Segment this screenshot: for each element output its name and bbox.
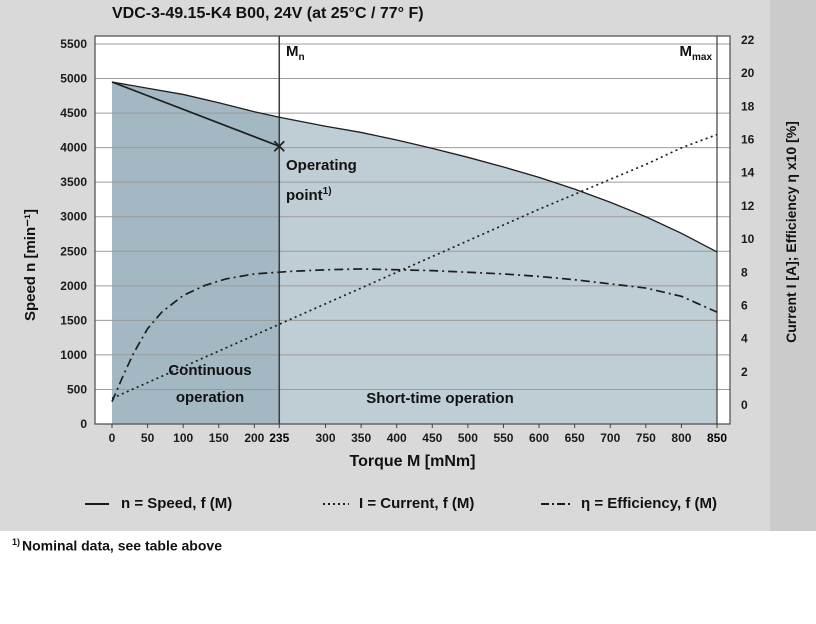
x-tick-label: 400: [387, 431, 407, 445]
x-tick-label: 650: [565, 431, 585, 445]
region-continuous-operation: [112, 82, 280, 424]
solid-line-icon: [85, 502, 109, 505]
operating-point-line2: point1): [286, 179, 357, 209]
operating-point-line1: Operating: [286, 157, 357, 174]
y-left-tick-label: 2500: [60, 244, 87, 258]
y-left-tick-label: 4500: [60, 106, 87, 120]
y-left-tick-label: 3000: [60, 210, 87, 224]
y-right-tick-label: 6: [741, 298, 748, 312]
x-tick-label: 300: [316, 431, 336, 445]
mn-marker-label: Mn: [286, 43, 305, 63]
x-tick-label: 0: [109, 431, 116, 445]
legend-item-current: I = Current, f (M): [322, 495, 474, 512]
x-tick-label: 750: [636, 431, 656, 445]
speed-envelope: [111, 81, 718, 253]
y-right-tick-label: 4: [741, 332, 748, 346]
x-tick-label: 235: [269, 431, 289, 445]
y-right-tick-label: 16: [741, 133, 755, 147]
right-axis-band: [770, 0, 816, 531]
operating-point-label: Operating point1): [286, 153, 357, 209]
y-right-tick-label: 22: [741, 33, 755, 47]
y-right-tick-label: 18: [741, 99, 755, 113]
x-tick-label: 550: [493, 431, 513, 445]
legend-item-efficiency: η = Efficiency, f (M): [540, 495, 717, 512]
x-tick-label: 200: [244, 431, 264, 445]
dashdot-line-icon: [541, 502, 571, 505]
y-axis-right-label: Current I [A]; Efficiency η x10 [%]: [783, 121, 799, 343]
y-right-tick-label: 20: [741, 66, 755, 80]
y-left-tick-label: 5000: [60, 72, 87, 86]
mmax-main: M: [679, 43, 692, 60]
mmax-marker-label: Mmax: [679, 43, 712, 63]
x-tick-label: 50: [141, 431, 155, 445]
y-left-tick-label: 0: [80, 417, 87, 431]
y-axis-left-label: Speed n [min⁻¹]: [22, 208, 39, 322]
y-left-tick-label: 1000: [60, 348, 87, 362]
x-tick-label: 150: [209, 431, 229, 445]
y-right-tick-label: 0: [741, 398, 748, 412]
y-right-tick-label: 2: [741, 365, 748, 379]
mn-main: M: [286, 43, 299, 60]
x-tick-label: 100: [173, 431, 193, 445]
x-tick-label: 450: [422, 431, 442, 445]
y-right-tick-label: 8: [741, 265, 748, 279]
y-left-tick-label: 4000: [60, 141, 87, 155]
y-right-tick-label: 10: [741, 232, 755, 246]
chart-title: VDC-3-49.15-K4 B00, 24V (at 25°C / 77° F…: [112, 5, 424, 22]
legend-label-current: I = Current, f (M): [359, 495, 475, 512]
mmax-sub: max: [691, 52, 712, 63]
region-short-time-operation: [279, 117, 717, 425]
y-left-tick-label: 5500: [60, 37, 87, 51]
x-tick-label: 500: [458, 431, 478, 445]
short-time-operation-label: Short-time operation: [366, 390, 514, 407]
footnote-text: Nominal data, see table above: [22, 537, 222, 554]
chart-plot: 0 50 100 150 200 235 300 350 400 450 500 550 600 650 7…: [60, 33, 755, 445]
operating-point-footnote-ref: 1): [322, 186, 332, 197]
y-right-tick-label: 14: [741, 166, 755, 180]
x-axis-label: Torque M [mNm]: [349, 453, 476, 470]
operating-point-marker: [273, 140, 285, 152]
x-tick-label: 600: [529, 431, 549, 445]
legend-label-speed: n = Speed, f (M): [121, 495, 233, 512]
x-tick-label: 850: [707, 431, 727, 445]
y-left-tick-label: 1500: [60, 313, 87, 327]
y-left-tick-label: 3500: [60, 175, 87, 189]
x-tick-label: 700: [600, 431, 620, 445]
dotted-line-icon: [323, 502, 349, 505]
x-tick-label: 800: [671, 431, 691, 445]
current-line: [111, 133, 718, 400]
legend-label-efficiency: η = Efficiency, f (M): [581, 495, 717, 512]
footnote-ref: 1): [12, 537, 21, 547]
continuous-operation-label: Continuous operation: [168, 362, 252, 406]
legend-item-speed: n = Speed, f (M): [84, 495, 232, 512]
footnote: 1) Nominal data, see table above: [12, 537, 222, 554]
y-left-tick-label: 2000: [60, 279, 87, 293]
y-right-tick-label: 12: [741, 199, 755, 213]
operating-point-line2-text: point: [286, 187, 323, 204]
y-left-tick-label: 500: [67, 382, 87, 396]
mn-sub: n: [298, 52, 305, 63]
x-tick-label: 350: [351, 431, 371, 445]
plot-border: [94, 35, 731, 425]
speed-line: [111, 81, 280, 148]
